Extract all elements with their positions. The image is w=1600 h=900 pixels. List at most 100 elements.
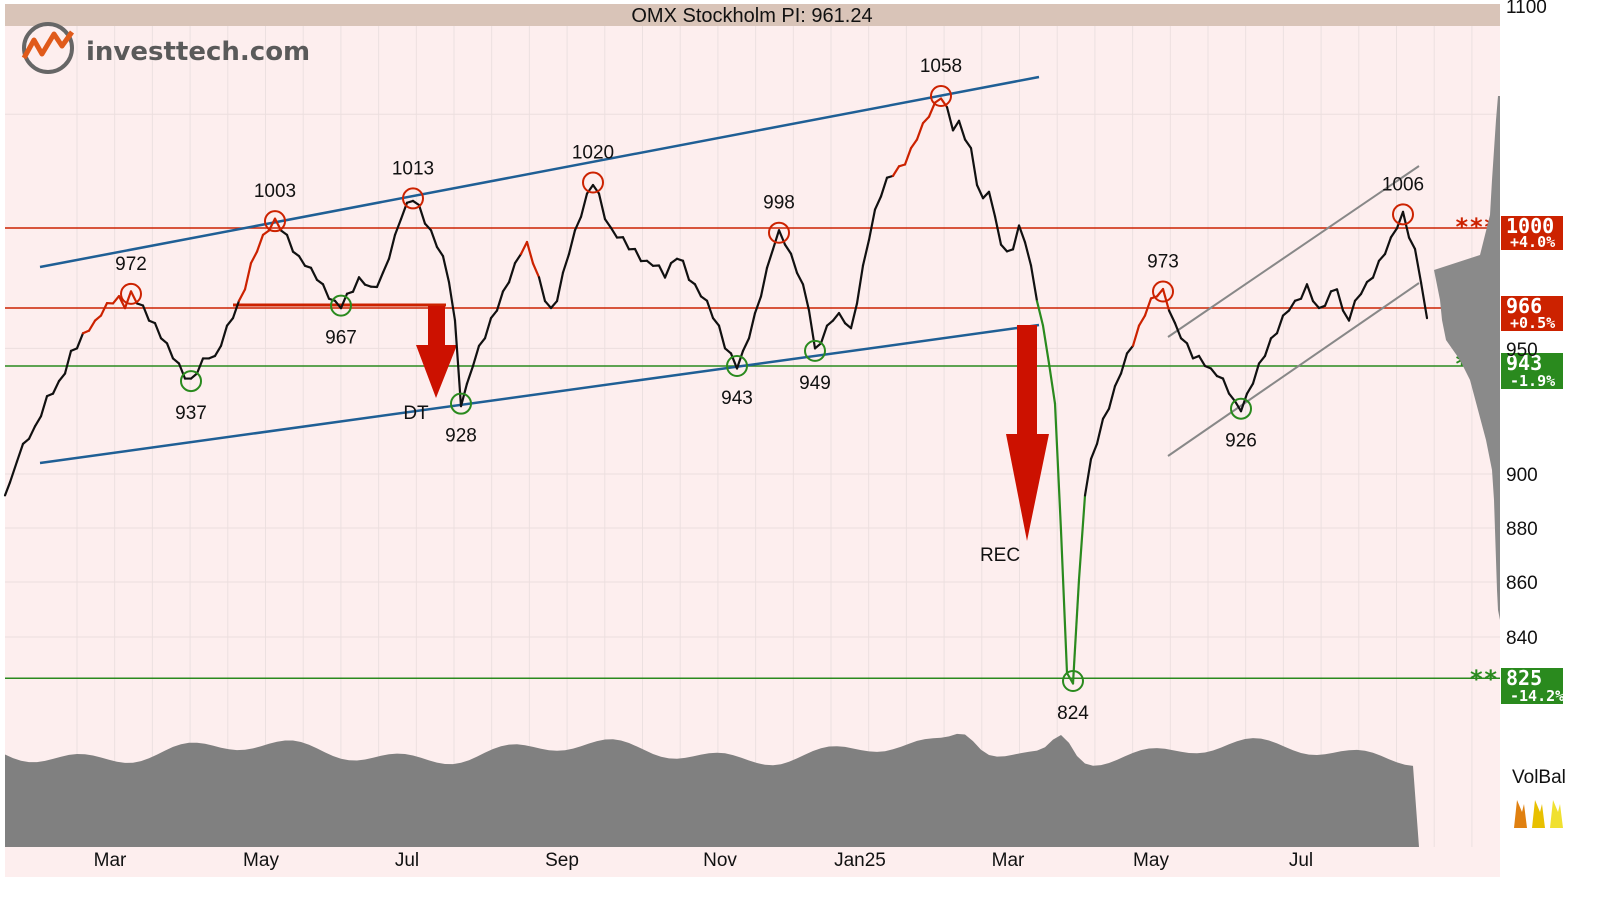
price-segment: [567, 229, 577, 256]
price-segment: [165, 342, 175, 360]
price-segment: [495, 290, 505, 312]
price-segment: [579, 192, 589, 218]
price-segment: [159, 337, 169, 345]
price-segment: [507, 262, 517, 284]
price-segment: [297, 254, 307, 267]
x-tick-label: May: [1133, 850, 1169, 871]
price-segment: [189, 372, 199, 380]
peak-marker: [402, 187, 424, 210]
price-segment: [945, 106, 955, 132]
price-segment: [357, 276, 367, 286]
logo-chart-icon: [21, 30, 75, 60]
price-segment: [1275, 314, 1285, 335]
price-segment: [741, 337, 751, 352]
level-strength-stars: **: [1469, 665, 1498, 693]
price-segment: [447, 281, 457, 322]
price-segment: [531, 262, 541, 279]
price-segment: [603, 218, 613, 229]
price-segment: [381, 257, 391, 274]
price-segment: [321, 283, 331, 300]
price-segment: [513, 252, 523, 265]
peak-marker: [1152, 280, 1174, 303]
level-change-label: +4.0%: [1510, 233, 1555, 251]
volbal-label: VolBal: [1512, 767, 1566, 788]
price-segment: [969, 147, 979, 187]
trough-label: 937: [175, 403, 207, 424]
price-segment: [393, 218, 403, 237]
price-segment: [1173, 322, 1183, 340]
price-segment: [909, 138, 919, 150]
trough-label: 967: [325, 328, 357, 349]
price-segment: [285, 233, 295, 253]
price-segment: [1239, 392, 1249, 413]
price-segment: [273, 217, 283, 232]
trough-label: 824: [1057, 703, 1089, 724]
price-segment: [519, 240, 529, 256]
level-box-resistance: [1501, 216, 1563, 250]
price-segment: [267, 217, 277, 232]
price-segment: [903, 147, 913, 166]
price-segment: [1233, 400, 1243, 413]
volume-profile: [1434, 96, 1500, 620]
price-segment: [873, 195, 883, 211]
trough-marker: [180, 370, 202, 393]
price-segment: [549, 299, 559, 310]
price-segment: [213, 344, 223, 358]
trend-channels: [39, 75, 1420, 465]
price-segment: [1341, 309, 1351, 322]
price-segment: [249, 250, 259, 265]
price-segment: [1155, 287, 1165, 298]
price-segment: [663, 262, 673, 279]
price-segment: [573, 215, 583, 232]
logo-text-plain: invest: [86, 37, 176, 67]
peak-label: 1058: [920, 56, 962, 77]
price-segment: [1161, 287, 1171, 312]
price-segment: [759, 266, 769, 298]
x-axis-band: [5, 847, 1500, 877]
price-segment: [1209, 367, 1219, 378]
price-segment: [699, 295, 709, 302]
price-segment: [1365, 276, 1375, 284]
price-segment: [891, 165, 901, 177]
price-segment: [141, 304, 151, 322]
price-segment: [315, 278, 325, 286]
price-segment: [1335, 288, 1345, 312]
price-segment: [1131, 324, 1141, 347]
rec-arrow-icon: [1006, 325, 1049, 541]
price-segment: [1095, 417, 1105, 445]
svg-text:investtech.com: investtech.com: [86, 37, 310, 67]
investtech-logo: investtech.com: [21, 22, 310, 74]
trough-label: 943: [721, 388, 753, 409]
price-segment: [417, 203, 427, 225]
price-segment: [1377, 252, 1387, 262]
support-resistance-levels: 1000+4.0%***966+0.5%***943-1.9%***825-14…: [5, 213, 1564, 705]
peak-label: 1003: [254, 181, 296, 202]
price-segment: [1119, 352, 1129, 375]
trough-label: 949: [799, 373, 831, 394]
price-segment: [933, 97, 943, 104]
y-tick-label: 840: [1506, 628, 1538, 649]
price-segment: [633, 247, 643, 263]
price-segment: [1023, 241, 1033, 267]
price-segment: [1035, 299, 1045, 327]
price-segment: [555, 271, 565, 303]
price-segment: [333, 299, 343, 310]
price-segment: [39, 395, 49, 418]
price-segment: [987, 190, 997, 218]
price-segment: [243, 262, 253, 291]
peak-label: 998: [763, 193, 795, 214]
trough-marker: [804, 339, 826, 362]
volume-area: [5, 733, 1419, 847]
price-segment: [1101, 407, 1111, 420]
price-segment: [1047, 362, 1057, 405]
price-segment: [1227, 392, 1237, 403]
x-tick-label: Jul: [1289, 850, 1313, 871]
price-segment: [687, 278, 697, 286]
price-segment: [1299, 283, 1309, 300]
price-segment: [693, 283, 703, 298]
price-segment: [1359, 280, 1369, 296]
price-segment: [681, 259, 691, 282]
price-segment: [1125, 344, 1135, 355]
price-segment: [1107, 385, 1117, 410]
price-segment: [981, 190, 991, 200]
